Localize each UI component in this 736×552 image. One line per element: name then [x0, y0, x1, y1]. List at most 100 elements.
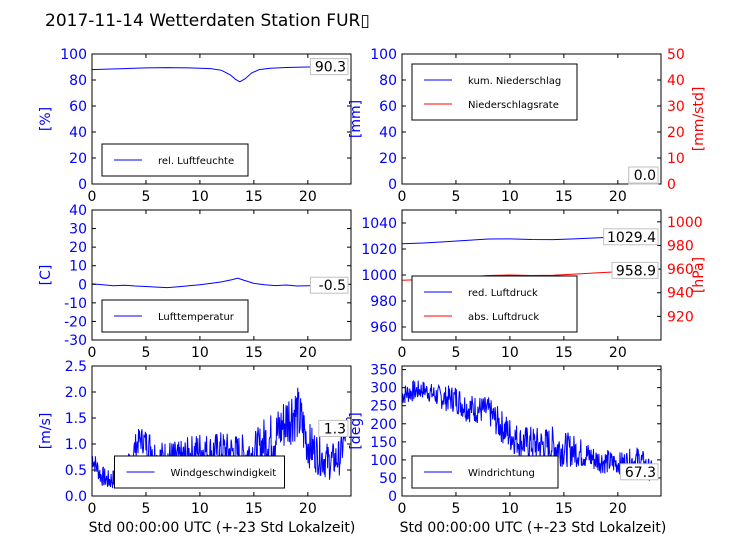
y-tick-label-right: 980 [667, 238, 694, 254]
panel-precip: 0 5 10 15 20 0 20 40 60 80 100 0 10 20 30 40 50 [mm] [mm/s… [348, 47, 707, 205]
y-tick-label: 80 [69, 73, 87, 89]
y-tick-label: 100 [370, 453, 397, 469]
last-value-label-2: 0.0 [634, 168, 656, 184]
y-tick-label: 1000 [361, 268, 397, 284]
y-tick-label-right: 960 [667, 262, 694, 278]
x-tick-label: 20 [299, 501, 317, 517]
x-tick-label: 5 [141, 189, 150, 205]
x-tick-label: 5 [451, 501, 460, 517]
y-tick-label: 20 [379, 151, 397, 167]
last-value-label: 90.3 [315, 60, 346, 76]
axes-frame [91, 365, 352, 497]
x-tick-label: 15 [245, 345, 263, 361]
y-tick-label: 150 [370, 435, 397, 451]
y-tick-label: 200 [370, 417, 397, 433]
last-value-label-2-box [611, 261, 659, 279]
axes-frame [91, 53, 352, 185]
y-tick-label: 0.0 [65, 489, 87, 505]
y-tick-label: 40 [69, 203, 87, 219]
axes-frame [401, 365, 662, 497]
x-tick-label: 20 [609, 189, 627, 205]
x-tick-label: 10 [501, 501, 519, 517]
series-line-humidity-0 [92, 66, 347, 83]
y-tick-label: 1.0 [65, 437, 87, 453]
x-tick-label: 20 [609, 501, 627, 517]
x-tick-label: 5 [141, 345, 150, 361]
last-value-label: 1029.4 [607, 230, 656, 246]
x-tick-label: 15 [245, 189, 263, 205]
y-tick-label: -30 [64, 333, 87, 349]
y-tick-label: -10 [64, 296, 87, 312]
y-axis-label: [m/s] [38, 413, 54, 450]
legend-label: Windrichtung [468, 468, 535, 479]
legend-label: kum. Niederschlag [468, 76, 561, 87]
x-tick-label: 10 [191, 501, 209, 517]
x-tick-label: 0 [398, 501, 407, 517]
y-tick-label-right: 40 [667, 73, 685, 89]
y-axis-label: [mm] [348, 100, 364, 138]
y-tick-label-right: 30 [667, 99, 685, 115]
last-value-label-2: 958.9 [616, 263, 656, 279]
x-tick-label: 15 [555, 345, 573, 361]
y-tick-label: 0 [388, 489, 397, 505]
y-tick-label: 60 [69, 99, 87, 115]
legend-label: red. Luftdruck [468, 288, 538, 299]
last-value-label: 1.3 [324, 421, 346, 437]
last-value-label-box [309, 58, 349, 76]
last-value-label-box [318, 419, 349, 437]
y-tick-label: 0 [388, 177, 397, 193]
legend-box [411, 63, 578, 121]
panel-temperature: 0 5 10 15 20 -30 -20 -10 0 10 20 30 40 [C] -0.5 Lufttem… [38, 203, 352, 361]
y-tick-label-right: 50 [667, 47, 685, 63]
y-tick-label-right: 0 [667, 177, 676, 193]
y-axis-label-right: [mm/std] [691, 87, 707, 152]
y-axis-label: [C] [38, 265, 54, 286]
x-tick-label: 0 [88, 501, 97, 517]
y-tick-label: 1020 [361, 242, 397, 258]
y-tick-label-right: 10 [667, 151, 685, 167]
y-tick-label: 30 [69, 222, 87, 238]
y-tick-label: 1040 [361, 216, 397, 232]
axes-frame [401, 53, 662, 185]
y-tick-label: 250 [370, 399, 397, 415]
x-tick-label: 10 [191, 345, 209, 361]
x-tick-label: 5 [451, 345, 460, 361]
y-tick-label: 0 [78, 177, 87, 193]
x-tick-label: 20 [299, 189, 317, 205]
x-tick-label: 0 [88, 189, 97, 205]
legend-label: abs. Luftdruck [468, 312, 539, 323]
y-tick-label: 0.5 [65, 463, 87, 479]
y-tick-label: 960 [370, 320, 397, 336]
x-tick-label: 15 [555, 189, 573, 205]
y-tick-label: 980 [370, 294, 397, 310]
x-axis-label-right: Std 00:00:00 UTC (+-23 Std Lokalzeit) [400, 520, 667, 536]
y-tick-label-right: 940 [667, 286, 694, 302]
x-tick-label: 10 [501, 189, 519, 205]
last-value-label-2-box [628, 166, 659, 184]
x-tick-label: 0 [88, 345, 97, 361]
last-value-label-box [309, 276, 349, 294]
y-tick-label: 350 [370, 363, 397, 379]
y-tick-label-right: 920 [667, 309, 694, 325]
y-tick-label: 20 [69, 240, 87, 256]
last-value-label: 67.3 [625, 465, 656, 481]
x-tick-label: 15 [245, 501, 263, 517]
y-tick-label: 2.5 [65, 359, 87, 375]
y-tick-label: 50 [379, 471, 397, 487]
x-tick-label: 15 [555, 501, 573, 517]
y-axis-label-right: [hPa] [691, 257, 707, 293]
legend-label: Niederschlagsrate [468, 100, 559, 111]
y-tick-label: 80 [379, 73, 397, 89]
legend-label: rel. Luftfeuchte [158, 156, 234, 167]
axes-frame [91, 209, 352, 341]
panel-windspeed: 0 5 10 15 20 0.0 0.5 1.0 1.5 2.0 2.5 [m/s] 1.3 Windge… [38, 359, 352, 517]
x-tick-label: 5 [451, 189, 460, 205]
legend-box [411, 275, 578, 333]
x-axis-label-left: Std 00:00:00 UTC (+-23 Std Lokalzeit) [89, 520, 356, 536]
y-tick-label: 60 [379, 99, 397, 115]
legend-label: Lufttemperatur [158, 312, 235, 323]
last-value-label-box [619, 463, 659, 481]
x-tick-label: 20 [299, 345, 317, 361]
y-tick-label: 1.5 [65, 411, 87, 427]
y-tick-label: 100 [60, 47, 87, 63]
